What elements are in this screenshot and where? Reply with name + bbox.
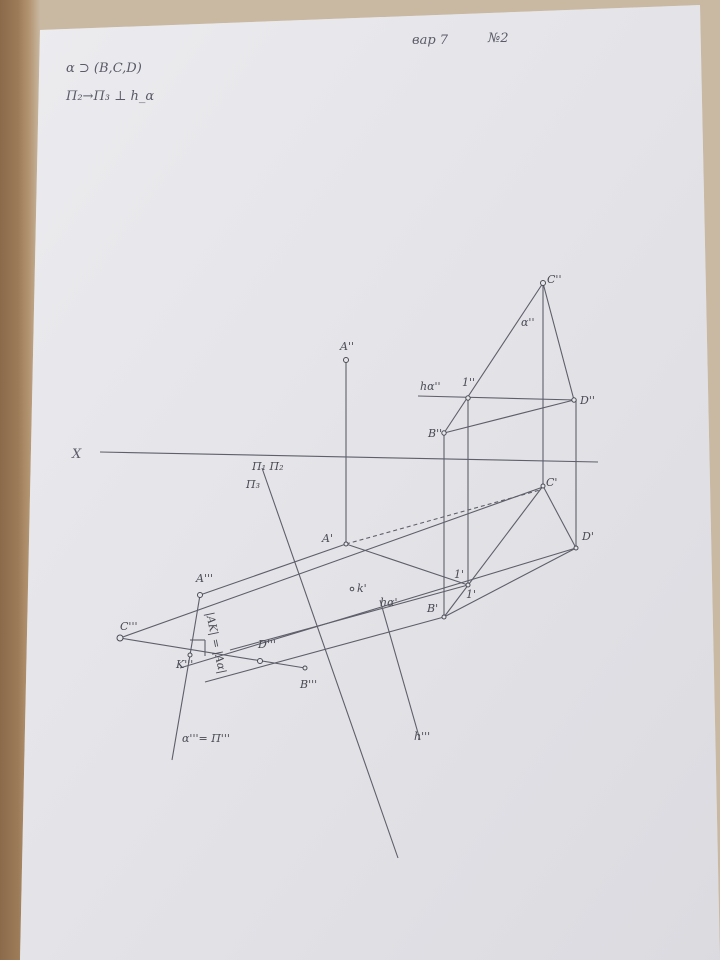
edge-cv-dv — [542, 282, 575, 401]
label-ch: C' — [546, 476, 557, 489]
label-av: A'' — [339, 340, 354, 353]
h-prime-line — [345, 543, 469, 586]
label-d3: D''' — [257, 638, 276, 651]
transfer-line-a-ext — [345, 489, 541, 545]
h-triple-label: h''' — [414, 730, 430, 743]
new-axis-line — [261, 467, 399, 859]
point-ah — [343, 541, 349, 547]
point-a3 — [197, 592, 203, 598]
point-1h — [465, 582, 471, 588]
transfer-line-b — [204, 616, 445, 683]
edge-bv-dv — [443, 399, 575, 434]
label-k3: K''' — [175, 658, 193, 671]
label-ah: A' — [321, 532, 333, 545]
transfer-line-c — [119, 486, 544, 639]
label-cv: C'' — [547, 273, 561, 286]
label-bv: B'' — [427, 427, 442, 440]
point-dv — [571, 397, 577, 403]
point-bv — [441, 430, 447, 436]
edge-bh-dh — [443, 547, 577, 618]
h-triple-line — [379, 599, 421, 741]
point-b3 — [302, 665, 308, 671]
point-k-small — [349, 586, 355, 592]
point-c3 — [116, 634, 124, 642]
transfer-line-a — [199, 543, 347, 596]
label-b3: B''' — [299, 678, 317, 691]
ak-line — [189, 594, 201, 656]
transfer-line-1 — [229, 584, 469, 651]
trace-extension — [171, 654, 191, 761]
point-dh — [573, 545, 579, 551]
edge-ch-bh — [443, 485, 544, 618]
variant-label: вар 7 — [412, 33, 449, 48]
edge-cv-bv — [443, 282, 544, 434]
label-1v: 1'' — [462, 376, 475, 389]
trace-line-p3 — [119, 637, 306, 669]
x-axis-line — [99, 451, 599, 463]
label-1h-small: 1' — [466, 588, 476, 601]
point-ch — [540, 483, 546, 489]
label-alpha-v: α'' — [521, 316, 534, 329]
label-dv: D'' — [579, 394, 595, 407]
point-1v — [465, 395, 471, 401]
point-k3 — [187, 652, 193, 658]
note-line-2: Π₂→Π₃ ⊥ h_α — [65, 89, 154, 104]
label-dh: D' — [581, 530, 594, 543]
label-kh: k' — [357, 582, 367, 595]
x-axis-label: X — [71, 447, 82, 462]
new-axis-label-sub: Π₃ — [245, 478, 260, 491]
label-1h: 1' — [454, 568, 464, 581]
label-bh: B' — [426, 602, 438, 615]
point-bh — [441, 614, 447, 620]
label-hv: hα'' — [420, 380, 441, 393]
edge-ch-dh — [542, 485, 577, 549]
task-number: №2 — [487, 31, 509, 46]
label-hh: hα' — [380, 596, 398, 609]
point-d3 — [257, 658, 263, 664]
new-axis-label-top: Π₁ Π₂ — [251, 460, 284, 473]
note-line-1: α ⊃ (B,C,D) — [66, 61, 142, 76]
point-av — [343, 357, 349, 363]
horizontal-line-v — [417, 395, 577, 401]
label-trace-p3: α'''= Π''' — [182, 732, 230, 745]
label-c3: C''' — [120, 620, 138, 633]
transfer-line-d — [179, 547, 577, 669]
label-a3: A''' — [195, 572, 213, 585]
point-cv — [540, 280, 546, 286]
